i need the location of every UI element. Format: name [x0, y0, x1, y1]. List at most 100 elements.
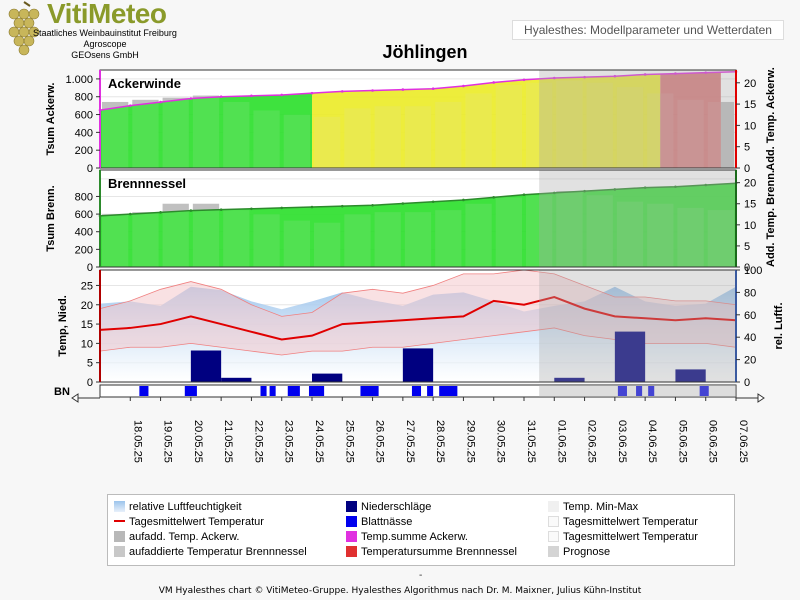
legend-add-temp-brenn: aufaddierte Temperatur Brennnessel	[114, 545, 307, 559]
add-temp-bar-overlay	[102, 214, 129, 267]
tsum-point	[159, 211, 162, 214]
add-temp-bar-overlay	[677, 99, 704, 168]
phase-area-yellow	[312, 74, 661, 168]
scroll-left-icon	[71, 393, 79, 403]
ylabel-left: Temp, Nied.	[57, 295, 69, 357]
ylabel-right: rel. Luftf.	[773, 302, 785, 349]
tsum-point	[128, 212, 132, 216]
add-temp-bar-overlay	[344, 214, 371, 267]
legend-tsum-ackerw: Temp.summe Ackerw.	[346, 530, 468, 544]
add-temp-bar-overlay	[102, 101, 129, 168]
leafwet-span	[139, 386, 149, 396]
leafwet-span	[427, 386, 434, 396]
left-tick-label: 1.000	[65, 74, 93, 86]
x-tick-label: 05.06.25	[676, 420, 688, 463]
left-tick-label: 25	[81, 280, 93, 292]
precip-bar	[221, 377, 252, 382]
add-temp-bar-overlay	[677, 207, 704, 267]
forecast-overlay	[539, 70, 736, 168]
phase-area-red	[660, 72, 721, 168]
add-temp-bar-overlay	[162, 97, 189, 168]
brand-line-2: Agroscope	[83, 39, 127, 49]
add-temp-bar-overlay	[707, 101, 734, 168]
right-tick-label: 100	[744, 265, 762, 277]
tsum-point	[462, 198, 465, 202]
leafwet-span	[184, 386, 197, 396]
leafwet-span	[269, 386, 276, 396]
scroll-right-icon	[757, 393, 765, 403]
right-tick-label: 40	[744, 332, 756, 344]
x-tick-label: 23.05.25	[283, 420, 295, 463]
right-tick-label: 20	[744, 178, 756, 190]
tsum-point	[552, 76, 556, 80]
tsum-point	[250, 94, 253, 98]
tsum-point	[371, 203, 374, 207]
add-temp-bar-overlay	[435, 101, 462, 168]
add-temp-bar-overlay	[253, 214, 280, 267]
right-tick-label: 20	[744, 78, 756, 90]
tsum-point	[462, 84, 465, 88]
add-temp-bar-overlay	[192, 203, 220, 267]
phase-area-green	[100, 93, 312, 168]
tsum-point	[583, 189, 586, 193]
brand-line-1: Staatliches Weinbauinstitut Freiburg	[33, 28, 177, 38]
tsum-point	[401, 202, 405, 205]
right-tick-label: 80	[744, 287, 756, 299]
x-tick-label: 21.05.25	[222, 420, 234, 463]
legend-temp-mean-2: Tagesmittelwert Temperatur	[548, 515, 698, 529]
tsum-point	[674, 72, 677, 75]
leafwet-span	[411, 386, 422, 396]
tsum-point	[704, 71, 708, 74]
legend: relative Luftfeuchtigkeit Tagesmittelwer…	[107, 494, 735, 566]
add-temp-bar-overlay	[616, 201, 644, 267]
x-tick-label: 30.05.25	[495, 420, 507, 463]
tsum-point	[310, 91, 314, 95]
tsum-point	[613, 188, 617, 191]
x-tick-label: 24.05.25	[313, 420, 325, 463]
tsum-point	[492, 81, 496, 84]
x-tick-label: 07.06.25	[737, 420, 749, 463]
ylabel-right: Add. Temp. Ackerw.	[765, 67, 777, 171]
add-temp-bar-overlay	[223, 210, 250, 267]
x-tick-label: 04.06.25	[646, 420, 658, 463]
right-tick-label: 0	[744, 377, 750, 389]
tsum-point	[674, 185, 677, 189]
leafwet-span	[636, 386, 643, 396]
add-temp-bar-overlay	[495, 197, 522, 267]
add-temp-bar-overlay	[374, 212, 401, 267]
left-tick-label: 0	[87, 377, 93, 389]
x-tick-label: 31.05.25	[525, 420, 537, 463]
x-tick-label: 22.05.25	[252, 420, 264, 463]
leafwet-span	[287, 386, 300, 396]
legend-temp-mean-3: Tagesmittelwert Temperatur	[548, 530, 698, 544]
tsum-point	[643, 186, 647, 189]
left-tick-label: 5	[87, 358, 93, 370]
left-tick-label: 800	[75, 191, 93, 203]
header-subtitle: Hyalesthes: Modellparameter und Wetterda…	[512, 20, 784, 40]
tsum-point	[280, 206, 284, 210]
tsum-point	[371, 89, 374, 92]
tsum-point	[219, 95, 223, 99]
tsum-point	[613, 74, 617, 78]
x-tick-label: 27.05.25	[404, 420, 416, 463]
tsum-point	[340, 90, 344, 93]
tsum-point	[492, 196, 496, 199]
tsum-point	[704, 183, 708, 187]
add-temp-bar-overlay	[404, 106, 432, 168]
add-temp-bar-overlay	[435, 210, 462, 267]
tsum-line-ackerwinde	[99, 71, 737, 111]
x-tick-label: 03.06.25	[616, 420, 628, 463]
legend-humidity: relative Luftfeuchtigkeit	[114, 500, 242, 514]
leafwet-span	[360, 386, 379, 396]
add-temp-bar-overlay	[465, 203, 492, 267]
legend-tsum-brenn: Temperatursumme Brennnessel	[346, 545, 517, 559]
tsum-point	[643, 73, 647, 76]
add-temp-bar-overlay	[526, 82, 553, 168]
precip-bar	[614, 331, 646, 382]
right-tick-label: 60	[744, 310, 756, 322]
add-temp-bar-overlay	[223, 101, 250, 168]
tsum-point	[583, 75, 586, 79]
forecast-overlay	[539, 170, 736, 267]
grape-icon	[8, 1, 40, 56]
leafwet-span	[699, 386, 709, 396]
